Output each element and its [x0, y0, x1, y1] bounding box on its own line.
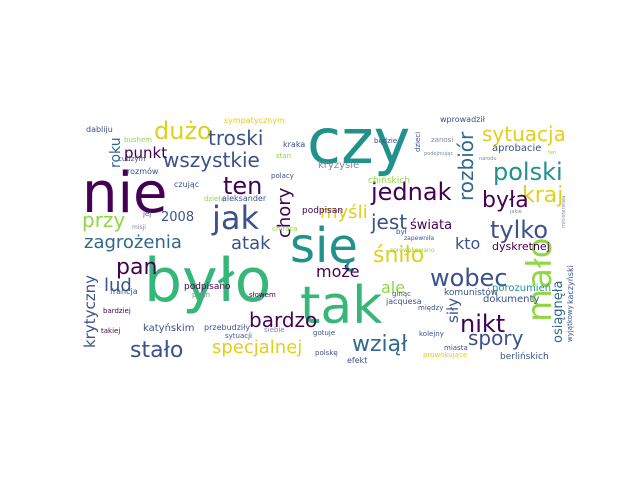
word: sprowokowano [390, 247, 435, 254]
word: specjalnej [212, 337, 303, 358]
word: komunistów [444, 288, 499, 298]
word: bardzo [249, 308, 318, 332]
word: stało [130, 338, 184, 363]
word: miasta [444, 344, 468, 352]
word: kryzysie [318, 160, 360, 171]
word: cudzym [118, 155, 146, 163]
word: tylko [490, 216, 549, 244]
word: kto [455, 234, 481, 253]
word: siebie [264, 326, 285, 334]
word: putin [192, 291, 211, 299]
word: aleksander [222, 194, 267, 203]
word: punkt [124, 144, 168, 162]
word: między [418, 304, 444, 312]
word: dużo [154, 117, 212, 145]
word: ten [223, 172, 263, 200]
word: polacy [271, 172, 294, 180]
word: sympatycznym [224, 116, 285, 125]
word: świata [410, 218, 453, 233]
word: takiej [101, 327, 121, 335]
word: polski [493, 158, 563, 186]
word: dzieci [414, 131, 422, 152]
word: bushem [124, 136, 153, 144]
word: spory [468, 326, 524, 350]
word: jej [143, 210, 152, 218]
word: była [482, 188, 529, 213]
word: wszystkie [163, 148, 260, 172]
word: zanosi [431, 136, 454, 144]
word: słowem [249, 291, 276, 299]
word: wobec [430, 264, 508, 292]
word: misji [132, 224, 146, 231]
word: czy [307, 105, 411, 178]
word: atak [231, 233, 271, 254]
word: zagrożenia [84, 232, 182, 253]
word: dzielą [204, 195, 225, 203]
word: rozbiór [454, 131, 478, 201]
word: wprowadził [440, 115, 485, 124]
word: dabliju [86, 125, 113, 134]
word: roku [108, 137, 124, 168]
word: pan [116, 255, 158, 280]
word: troski [208, 126, 264, 150]
word: narodu [479, 156, 497, 162]
word: nie [82, 161, 168, 226]
word: nikt [460, 310, 506, 338]
word: sytuacja [482, 122, 566, 146]
word: podpisan [302, 206, 344, 216]
word: krytyczny [81, 275, 99, 348]
word: jakie [510, 209, 522, 215]
word: jest [371, 210, 408, 234]
word: efekt [347, 356, 368, 365]
word: polskę [315, 349, 338, 357]
word: przy [82, 208, 126, 232]
word: 2008 [161, 210, 195, 225]
word: dyskretnej [492, 240, 550, 253]
word: sytuacji [225, 332, 252, 340]
word: ministerstwa [561, 195, 567, 228]
word: stan [276, 152, 292, 160]
word: ten [548, 150, 557, 156]
word: lud [104, 275, 132, 296]
word: podejmując [424, 151, 454, 157]
word: przebudziły [204, 323, 251, 332]
word: ale [381, 278, 406, 297]
word: katyńskim [143, 323, 195, 334]
word: czując [174, 180, 200, 189]
word: porozumień [492, 283, 552, 294]
word: chińskich [368, 176, 410, 186]
word: wyjątkowy [566, 305, 574, 342]
word: rozmów [127, 167, 159, 176]
word: było [144, 246, 272, 316]
word: myśli [320, 202, 368, 223]
word: się [290, 218, 358, 274]
word: kraj [522, 183, 564, 208]
word: siły [444, 297, 462, 323]
word: był [396, 228, 407, 236]
word: francja [110, 287, 138, 296]
word: wziął [352, 332, 408, 357]
word: może [316, 262, 360, 281]
word: osiągnęła [551, 280, 566, 343]
word: podpisano [184, 282, 231, 292]
word: jacquesa [386, 297, 422, 306]
word: zapewniła [404, 235, 435, 242]
word: dokumenty [483, 294, 540, 305]
word: kolejny [419, 330, 444, 338]
word: jednak [371, 178, 452, 206]
word: aprobacie [492, 143, 542, 154]
word: będzie [374, 137, 398, 145]
word: ginąc [392, 290, 411, 298]
word: prowokujące [423, 351, 468, 359]
word: kaczyński [566, 265, 575, 304]
word: gotuje [313, 329, 336, 337]
word: bardziej [103, 307, 131, 315]
word: kraka [283, 140, 306, 149]
word: berlińskich [500, 352, 549, 362]
word: chiraca [272, 225, 298, 233]
word: tak [300, 276, 383, 336]
word: jak [212, 199, 260, 237]
word: śniło [373, 243, 425, 268]
